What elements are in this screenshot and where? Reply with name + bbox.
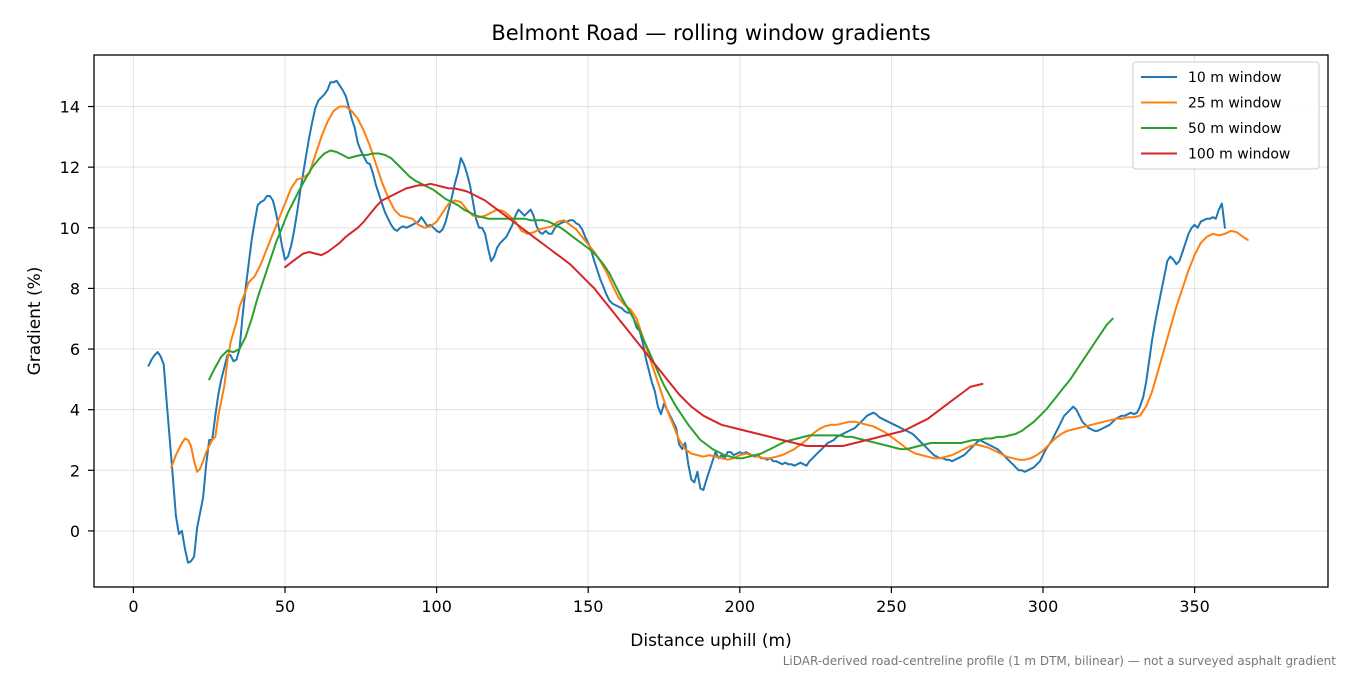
chart-title: Belmont Road — rolling window gradients xyxy=(491,21,930,45)
y-axis-label: Gradient (%) xyxy=(25,267,45,376)
x-tick-label: 350 xyxy=(1179,597,1210,616)
x-tick-label: 150 xyxy=(573,597,604,616)
series-line-100-m-window xyxy=(284,182,984,447)
x-tick-label: 100 xyxy=(421,597,452,616)
legend: 10 m window 25 m window 50 m window 100 m w… xyxy=(1132,61,1320,170)
y-tick-label: 0 xyxy=(70,522,80,541)
series-line-10-m-window xyxy=(147,79,1226,564)
footnote: LiDAR-derived road-centreline profile (1… xyxy=(783,654,1337,668)
y-tick-label: 10 xyxy=(60,219,80,238)
x-tick-label: 50 xyxy=(275,597,295,616)
legend-label-10-m-window: 10 m window xyxy=(1188,70,1281,86)
series-line-25-m-window xyxy=(170,105,1249,473)
x-axis-label: Distance uphill (m) xyxy=(630,631,791,651)
y-axis-ticks: 0 2 4 6 8 10 12 14 xyxy=(60,98,94,541)
legend-label-25-m-window: 25 m window xyxy=(1188,96,1281,112)
series-lines xyxy=(147,79,1249,564)
legend-label-50-m-window: 50 m window xyxy=(1188,121,1281,137)
y-tick-label: 12 xyxy=(60,158,80,177)
y-tick-label: 6 xyxy=(70,340,80,359)
x-tick-label: 200 xyxy=(725,597,756,616)
y-tick-label: 2 xyxy=(70,461,80,480)
series-line-50-m-window xyxy=(208,149,1114,460)
legend-label-100-m-window: 100 m window xyxy=(1188,147,1290,163)
x-tick-label: 0 xyxy=(128,597,138,616)
y-tick-label: 14 xyxy=(60,98,80,117)
plot-frame xyxy=(93,54,1329,588)
x-tick-label: 300 xyxy=(1028,597,1059,616)
x-tick-label: 250 xyxy=(876,597,907,616)
x-axis-ticks: 0 50 100 150 200 250 300 350 xyxy=(128,587,1210,616)
y-tick-label: 4 xyxy=(70,401,80,420)
y-tick-label: 8 xyxy=(70,279,80,298)
legend-box xyxy=(1132,61,1320,170)
